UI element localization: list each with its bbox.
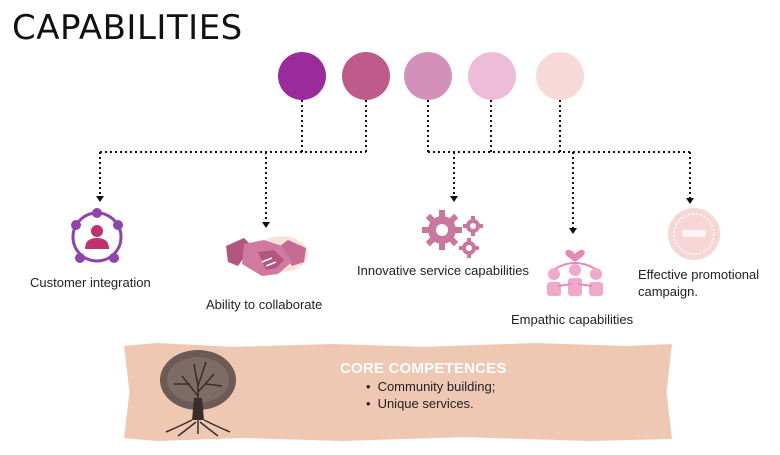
capability-label-4: Empathic capabilities	[511, 312, 634, 327]
gears-icon	[422, 210, 483, 258]
capability-label-3: Innovative service capabilities	[357, 263, 529, 278]
circle-3	[404, 52, 452, 100]
core-competences-list: Community building; Unique services.	[366, 378, 496, 412]
circle-4	[468, 52, 516, 100]
capability-label-1: Customer integration	[30, 275, 151, 290]
list-item: Unique services.	[366, 395, 495, 412]
people-heart-icon	[547, 249, 603, 296]
handshake-icon	[226, 236, 308, 276]
core-competences-title: CORE COMPETENCES	[340, 360, 507, 377]
customer-integration-icon	[71, 208, 123, 263]
capability-label-2: Ability to collaborate	[206, 297, 323, 312]
badge-icon	[668, 208, 720, 260]
circle-2	[342, 52, 390, 100]
circle-1	[278, 52, 326, 100]
capability-label-5: Effective promotional campaign.	[638, 267, 760, 299]
tree-icon	[160, 350, 236, 437]
circle-5	[536, 52, 584, 100]
page-title: CAPABILITIES	[12, 8, 243, 48]
list-item: Community building;	[366, 378, 496, 395]
